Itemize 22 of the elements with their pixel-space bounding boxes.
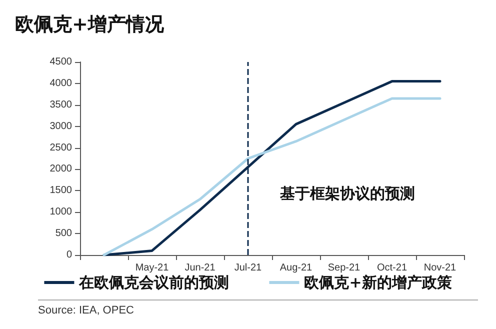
y-tick-label: 0	[66, 250, 72, 260]
x-tick-label: Aug-21	[280, 262, 313, 274]
x-tick-label: Jul-21	[234, 262, 262, 274]
source-note: Source: IEA, OPEC	[38, 304, 134, 316]
y-tick-label: 4500	[50, 56, 72, 68]
y-tick-label: 2500	[50, 142, 72, 154]
y-tick-label: 3000	[50, 120, 72, 132]
y-tick-label: 3500	[50, 99, 72, 110]
legend-label: 欧佩克+新的增产政策	[304, 274, 453, 292]
x-tick-label: Jun-21	[184, 262, 216, 274]
y-tick-label: 500	[55, 228, 72, 240]
chart-title: 欧佩克+增产情况	[15, 14, 165, 36]
x-tick-label: Sep-21	[328, 262, 361, 274]
x-tick-label: Nov-21	[424, 262, 457, 274]
x-tick-label: May-21	[135, 262, 170, 274]
legend-label: 在欧佩克会议前的预测	[78, 274, 230, 292]
y-tick-label: 4000	[50, 78, 72, 89]
y-tick-label: 1500	[50, 185, 72, 196]
x-tick-label: Oct-21	[376, 262, 408, 274]
y-tick-label: 1000	[50, 206, 72, 218]
y-tick-label: 2000	[50, 164, 72, 175]
ref-line-label: 基于框架协议的预测	[279, 184, 415, 202]
